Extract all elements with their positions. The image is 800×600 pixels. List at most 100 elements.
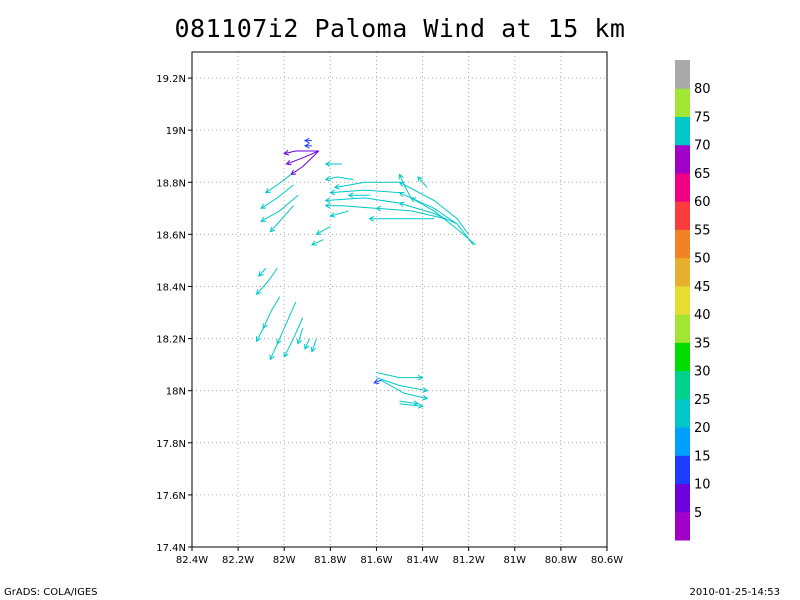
chart-title: 081107i2 Paloma Wind at 15 km bbox=[174, 14, 626, 43]
streamline-arrowhead bbox=[368, 215, 375, 222]
streamline-arrowhead bbox=[417, 176, 423, 183]
streamline-arrowhead bbox=[324, 175, 331, 182]
x-tick-label: 82.4W bbox=[176, 555, 208, 566]
colorbar-segment bbox=[675, 370, 690, 400]
streamline-arrowhead bbox=[375, 205, 382, 212]
streamline bbox=[325, 176, 354, 181]
streamline-arrowhead bbox=[315, 229, 322, 235]
x-tick-label: 80.8W bbox=[545, 555, 577, 566]
colorbar-segment bbox=[675, 257, 690, 287]
streamline-arrowhead bbox=[329, 212, 336, 218]
colorbar-segment bbox=[675, 88, 690, 117]
colorbar-segment bbox=[675, 60, 690, 89]
colorbar-segment bbox=[675, 483, 690, 513]
streamline-arrowhead bbox=[304, 343, 310, 350]
streamline bbox=[265, 174, 292, 194]
footer-timestamp: 2010-01-25-14:53 bbox=[689, 587, 780, 598]
y-tick-label: 17.8N bbox=[156, 439, 186, 450]
streamline-arrowhead bbox=[283, 149, 290, 156]
colorbar-segment bbox=[675, 285, 690, 315]
streamline bbox=[399, 400, 419, 405]
streamline-layer bbox=[255, 137, 476, 409]
streamline bbox=[290, 150, 320, 175]
footer-credit: GrADS: COLA/IGES bbox=[4, 587, 98, 598]
streamline-arrowhead bbox=[283, 351, 289, 358]
colorbar-segment bbox=[675, 398, 690, 428]
streamline bbox=[334, 181, 470, 235]
plot-frame bbox=[191, 51, 608, 548]
y-tick-label: 18.8N bbox=[156, 178, 186, 189]
colorbar-label: 5 bbox=[694, 506, 702, 521]
streamline-arrowhead bbox=[255, 336, 262, 343]
colorbar-label: 80 bbox=[694, 82, 711, 97]
streamline bbox=[373, 379, 382, 384]
streamline-arrowhead bbox=[398, 191, 405, 197]
colorbar-segment bbox=[675, 455, 690, 485]
streamline-arrowhead bbox=[264, 188, 271, 194]
streamline-arrowhead bbox=[285, 159, 292, 166]
streamline-arrowhead bbox=[324, 202, 331, 209]
streamline bbox=[284, 150, 319, 155]
x-tick-label: 82.2W bbox=[222, 555, 254, 566]
streamline-arrowhead bbox=[303, 142, 310, 149]
streamline-arrowhead bbox=[269, 226, 276, 233]
streamline bbox=[256, 267, 278, 295]
streamline bbox=[311, 338, 317, 352]
streamline bbox=[256, 296, 281, 342]
x-tick-label: 81.6W bbox=[360, 555, 392, 566]
colorbar-label: 55 bbox=[694, 223, 711, 238]
streamline-arrowhead bbox=[410, 197, 417, 203]
streamline-arrowhead bbox=[324, 197, 331, 204]
colorbar-segment bbox=[675, 201, 690, 230]
streamline-arrowhead bbox=[276, 338, 282, 345]
streamline bbox=[258, 267, 267, 277]
colorbar-segment bbox=[675, 427, 690, 456]
streamline bbox=[330, 210, 349, 217]
colorbar: 5 10 15 20 25 30 35 40 45 50 55 60 65 70 75 80 bbox=[675, 60, 711, 541]
streamline-arrowhead bbox=[258, 271, 264, 277]
y-tick-label: 18N bbox=[166, 387, 186, 398]
grid-layer bbox=[192, 52, 608, 547]
streamline-arrowhead bbox=[296, 338, 302, 345]
colorbar-segment bbox=[675, 229, 690, 259]
colorbar-label: 10 bbox=[694, 478, 711, 493]
streamline bbox=[260, 194, 299, 222]
colorbar-segment bbox=[675, 144, 690, 174]
streamline-arrowhead bbox=[260, 216, 267, 222]
streamline-arrowhead bbox=[310, 346, 316, 353]
streamline bbox=[311, 239, 324, 246]
y-tick-label: 19.2N bbox=[156, 74, 186, 85]
colorbar-segment bbox=[675, 342, 690, 372]
streamline bbox=[283, 317, 304, 358]
streamline bbox=[380, 379, 428, 399]
streamline-arrowhead bbox=[310, 240, 317, 246]
x-tick-label: 81.4W bbox=[406, 555, 438, 566]
colorbar-segment bbox=[675, 511, 690, 541]
colorbar-segment bbox=[675, 314, 690, 343]
streamline bbox=[270, 205, 294, 233]
x-tick-label: 82W bbox=[273, 555, 296, 566]
colorbar-label: 75 bbox=[694, 110, 711, 125]
streamline-arrowhead bbox=[398, 201, 405, 208]
y-tick-label: 19N bbox=[166, 126, 186, 137]
streamline-arrowhead bbox=[262, 323, 268, 330]
colorbar-label: 25 bbox=[694, 393, 711, 408]
streamline bbox=[260, 184, 294, 209]
y-tick-label: 17.4N bbox=[156, 543, 186, 554]
colorbar-label: 50 bbox=[694, 252, 711, 267]
streamline-arrowhead bbox=[417, 403, 424, 409]
colorbar-label: 70 bbox=[694, 139, 711, 154]
streamline bbox=[399, 403, 423, 407]
colorbar-label: 30 bbox=[694, 365, 711, 380]
streamline bbox=[286, 150, 320, 165]
colorbar-label: 35 bbox=[694, 336, 711, 351]
x-tick-label: 81.8W bbox=[314, 555, 346, 566]
colorbar-label: 15 bbox=[694, 449, 711, 464]
streamline-arrowhead bbox=[422, 394, 429, 401]
streamline-arrowhead bbox=[373, 378, 380, 385]
colorbar-label: 65 bbox=[694, 167, 711, 182]
y-tick-label: 18.6N bbox=[156, 230, 186, 241]
colorbar-segment bbox=[675, 172, 690, 202]
streamline-arrowhead bbox=[413, 400, 419, 406]
